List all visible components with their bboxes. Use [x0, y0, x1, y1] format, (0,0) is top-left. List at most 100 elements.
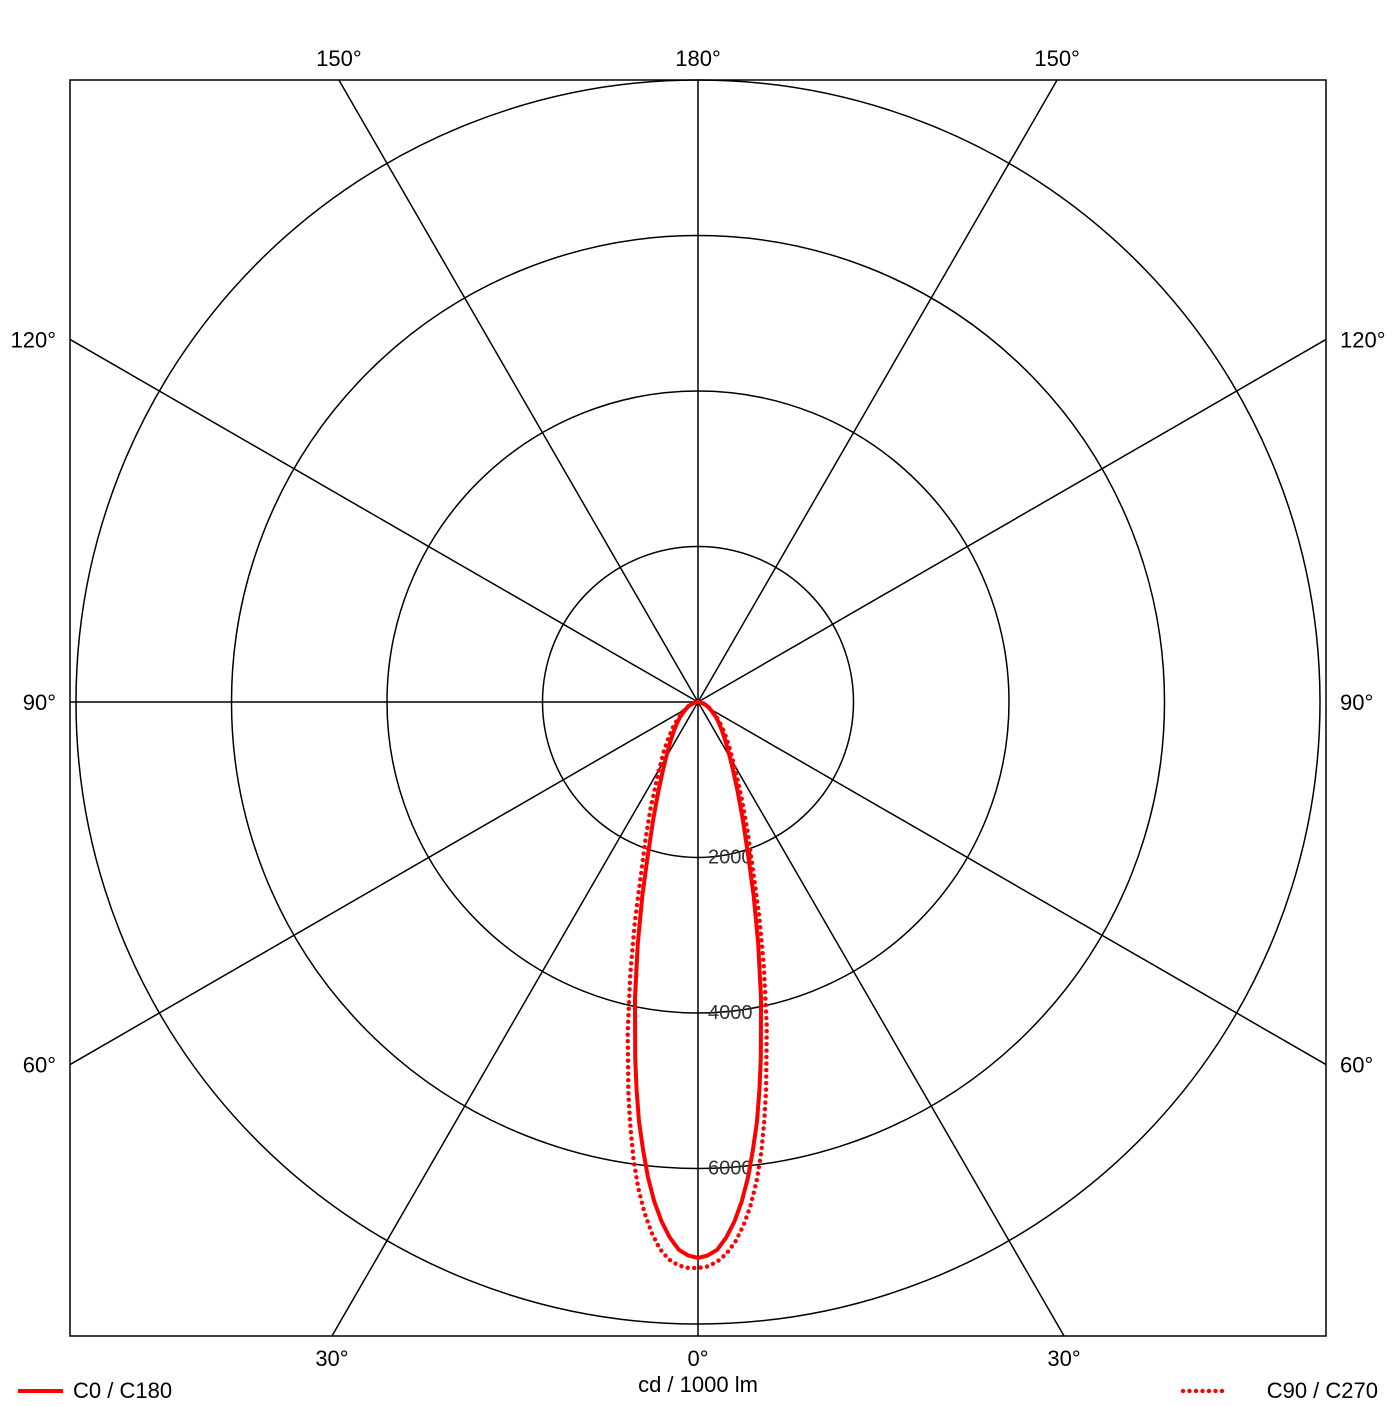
series-dot: [685, 1266, 689, 1270]
ring-label: 6000: [708, 1158, 753, 1180]
series-dot: [674, 719, 678, 723]
series-dot: [759, 932, 763, 936]
series-dot: [632, 922, 636, 926]
series-dot: [763, 996, 767, 1000]
series-dot: [746, 835, 750, 839]
series-dot: [654, 781, 658, 785]
series-dot: [668, 1258, 672, 1262]
series-dot: [626, 1078, 630, 1082]
series-dot: [702, 702, 706, 706]
series-dot: [711, 711, 715, 715]
series-dot: [634, 909, 638, 913]
series-dot: [763, 1100, 767, 1104]
series-dot: [764, 1003, 768, 1007]
series-dot: [628, 981, 632, 985]
series-dot: [742, 1221, 746, 1225]
angle-label: 120°: [10, 327, 56, 352]
series-dot: [742, 809, 746, 813]
series-dot: [631, 935, 635, 939]
series-dot: [646, 819, 650, 823]
series-dot: [626, 1020, 630, 1024]
series-dot: [628, 974, 632, 978]
series-dot: [761, 1133, 765, 1137]
series-dot: [627, 1104, 631, 1108]
series-dot: [764, 1055, 768, 1059]
series-dot: [626, 1033, 630, 1037]
series-dot: [744, 1215, 748, 1219]
series-dot: [758, 1159, 762, 1163]
series-dot: [635, 1181, 639, 1185]
series-dot: [735, 777, 739, 781]
series-dot: [643, 838, 647, 842]
series-dot: [752, 874, 756, 878]
series-dot: [723, 734, 727, 738]
angle-label: 60°: [1340, 1053, 1373, 1078]
series-dot: [677, 714, 681, 718]
series-dot: [681, 709, 685, 713]
series-dot: [629, 1136, 633, 1140]
series-dot: [627, 994, 631, 998]
series-dot: [755, 1178, 759, 1182]
series-dot: [748, 1203, 752, 1207]
series-dot: [641, 851, 645, 855]
series-dot: [632, 929, 636, 933]
series-dot: [658, 762, 662, 766]
series-dot: [631, 1156, 635, 1160]
series-dot: [729, 752, 733, 756]
series-dot: [726, 1250, 730, 1254]
angle-label: 60°: [23, 1053, 56, 1078]
series-dot: [751, 867, 755, 871]
angle-label: 30°: [315, 1346, 348, 1371]
series-dot: [653, 1237, 657, 1241]
series-dot: [718, 722, 722, 726]
series-dot: [640, 1200, 644, 1204]
series-dot: [764, 1022, 768, 1026]
series-dot: [628, 1123, 632, 1127]
series-dot: [750, 861, 754, 865]
series-dot: [760, 945, 764, 949]
series-dot: [634, 1175, 638, 1179]
series-dot: [626, 1091, 630, 1095]
series-dot: [645, 826, 649, 830]
series-dot: [662, 749, 666, 753]
series-dot: [734, 771, 738, 775]
series-dot: [626, 1059, 630, 1063]
series-dot: [762, 964, 766, 968]
series-dot: [764, 1048, 768, 1052]
series-dot: [764, 1061, 768, 1065]
series-dot: [637, 1188, 641, 1192]
series-dot: [762, 1120, 766, 1124]
unit-label: cd / 1000 lm: [638, 1372, 758, 1397]
series-dot: [739, 1227, 743, 1231]
series-dot: [691, 701, 695, 705]
series-dot: [756, 906, 760, 910]
series-dot: [739, 796, 743, 800]
legend-label-c90: C90 / C270: [1267, 1378, 1378, 1403]
series-dot: [762, 977, 766, 981]
series-dot: [631, 1149, 635, 1153]
series-dot: [761, 1126, 765, 1130]
series-dot: [760, 1139, 764, 1143]
series-dot: [652, 787, 656, 791]
series-dot: [692, 1266, 696, 1270]
series-dot: [651, 794, 655, 798]
series-dot: [716, 1258, 720, 1262]
series-dot: [762, 1113, 766, 1117]
series-dot: [757, 912, 761, 916]
series-dot: [630, 948, 634, 952]
series-dot: [764, 1068, 768, 1072]
angle-label: 150°: [1034, 46, 1080, 71]
series-dot: [743, 816, 747, 820]
series-dot: [730, 1244, 734, 1248]
series-dot: [630, 1143, 634, 1147]
series-dot: [757, 919, 761, 923]
series-dot: [626, 1072, 630, 1076]
series-dot: [764, 1074, 768, 1078]
series-dot: [733, 1239, 737, 1243]
series-dot: [631, 942, 635, 946]
series-dot: [741, 803, 745, 807]
series-dot: [752, 880, 756, 884]
series-dot: [737, 784, 741, 788]
series-dot: [666, 737, 670, 741]
series-dot: [655, 775, 659, 779]
